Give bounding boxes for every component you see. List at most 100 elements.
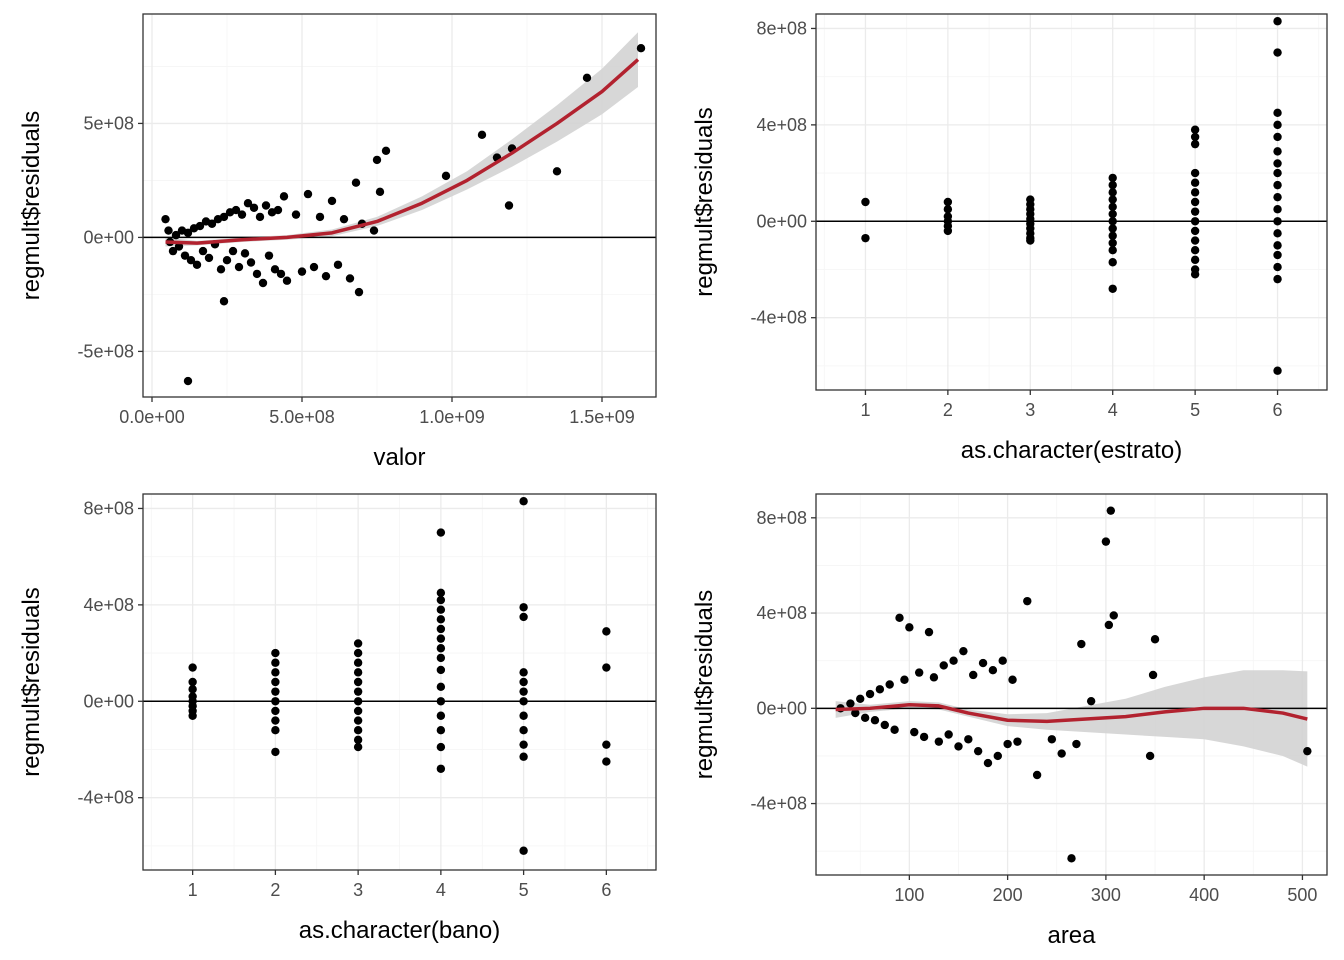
y-tick-label: 8e+08 bbox=[756, 508, 807, 528]
data-point bbox=[276, 269, 286, 279]
data-point bbox=[321, 271, 331, 281]
data-point bbox=[231, 205, 241, 215]
data-point bbox=[436, 634, 446, 643]
data-point bbox=[246, 258, 256, 267]
y-tick-label: 4e+08 bbox=[756, 603, 807, 623]
data-point bbox=[353, 668, 363, 677]
panel-4: 100 200 300 400 500 -4e+08 0e+00 4e+08 8e+08 area… bbox=[691, 493, 1328, 949]
x-tick-label: 3 bbox=[353, 880, 363, 900]
data-point bbox=[309, 262, 319, 272]
panel-border bbox=[142, 13, 657, 398]
data-point bbox=[216, 265, 226, 274]
smooth-line bbox=[835, 702, 1308, 724]
panel-background bbox=[143, 14, 656, 397]
data-point bbox=[1108, 173, 1117, 183]
data-point bbox=[354, 287, 364, 297]
data-point bbox=[1145, 751, 1155, 761]
data-point bbox=[519, 668, 528, 677]
x-tick-label: 200 bbox=[993, 885, 1023, 905]
data-point bbox=[271, 697, 280, 706]
data-point bbox=[436, 653, 446, 663]
data-point bbox=[271, 706, 280, 716]
data-point bbox=[519, 740, 528, 749]
data-point bbox=[255, 212, 265, 222]
data-point bbox=[552, 167, 562, 176]
data-point bbox=[1072, 739, 1081, 749]
y-tick-label: 0e+00 bbox=[756, 211, 807, 231]
data-point bbox=[943, 197, 953, 207]
data-point bbox=[186, 256, 196, 265]
x-tick-label: 4 bbox=[1108, 400, 1118, 420]
data-point bbox=[219, 297, 229, 306]
data-point bbox=[1150, 635, 1160, 644]
data-point bbox=[188, 685, 197, 694]
data-point bbox=[353, 726, 363, 735]
data-point bbox=[1108, 224, 1117, 233]
data-point bbox=[436, 697, 446, 706]
data-point bbox=[1026, 236, 1035, 245]
data-point bbox=[1273, 132, 1282, 142]
data-point bbox=[949, 656, 958, 665]
data-point bbox=[519, 711, 528, 720]
data-point bbox=[204, 253, 214, 263]
data-point bbox=[1108, 238, 1117, 248]
data-point bbox=[1190, 236, 1200, 245]
data-point bbox=[1190, 207, 1200, 216]
data-point bbox=[943, 205, 953, 214]
data-point bbox=[519, 497, 528, 506]
data-point bbox=[1190, 132, 1200, 142]
data-point bbox=[168, 246, 178, 256]
x-tick-label: 0.0e+00 bbox=[119, 407, 185, 427]
data-point bbox=[851, 708, 860, 718]
data-point bbox=[861, 233, 870, 243]
data-point bbox=[919, 732, 929, 742]
data-point bbox=[174, 242, 184, 251]
data-point bbox=[602, 740, 611, 749]
data-point bbox=[890, 725, 899, 734]
data-point bbox=[519, 687, 528, 696]
data-point bbox=[1273, 192, 1282, 202]
data-point bbox=[1108, 180, 1117, 190]
data-point bbox=[237, 210, 247, 219]
data-point bbox=[436, 605, 446, 614]
data-point bbox=[188, 711, 197, 720]
x-tick-label: 5.0e+08 bbox=[269, 407, 335, 427]
data-point bbox=[602, 757, 611, 766]
data-point bbox=[353, 706, 363, 716]
data-point bbox=[1303, 746, 1312, 756]
data-point bbox=[1108, 231, 1117, 240]
data-point bbox=[381, 146, 391, 155]
data-point bbox=[1108, 246, 1117, 255]
x-tick-label: 5 bbox=[519, 880, 529, 900]
data-point bbox=[1032, 770, 1042, 780]
y-axis-title: regmult$residuals bbox=[18, 587, 45, 776]
x-tick-label: 2 bbox=[270, 880, 280, 900]
x-tick-label: 1.0e+09 bbox=[419, 407, 485, 427]
y-tick-label: 5e+08 bbox=[83, 113, 134, 133]
data-point bbox=[943, 226, 953, 236]
data-point bbox=[1190, 226, 1200, 236]
y-tick-label: 8e+08 bbox=[756, 18, 807, 38]
data-point bbox=[636, 43, 646, 53]
data-point bbox=[436, 682, 446, 692]
data-point bbox=[375, 187, 385, 197]
data-point bbox=[993, 751, 1002, 761]
x-tick-label: 1.5e+09 bbox=[569, 407, 635, 427]
data-point bbox=[1273, 17, 1282, 26]
data-point bbox=[1104, 620, 1114, 630]
y-tick-label: 0e+00 bbox=[83, 227, 134, 247]
data-point bbox=[582, 73, 592, 83]
data-point bbox=[939, 661, 948, 670]
data-point bbox=[519, 726, 528, 735]
data-point bbox=[436, 764, 446, 773]
data-point bbox=[1108, 188, 1117, 197]
y-tick-label: -4e+08 bbox=[77, 788, 134, 808]
data-point bbox=[353, 648, 363, 658]
data-point bbox=[1190, 139, 1200, 149]
data-point bbox=[944, 730, 953, 739]
data-point bbox=[353, 742, 363, 752]
data-point bbox=[519, 677, 528, 687]
data-point bbox=[860, 713, 870, 723]
data-point bbox=[207, 219, 217, 228]
